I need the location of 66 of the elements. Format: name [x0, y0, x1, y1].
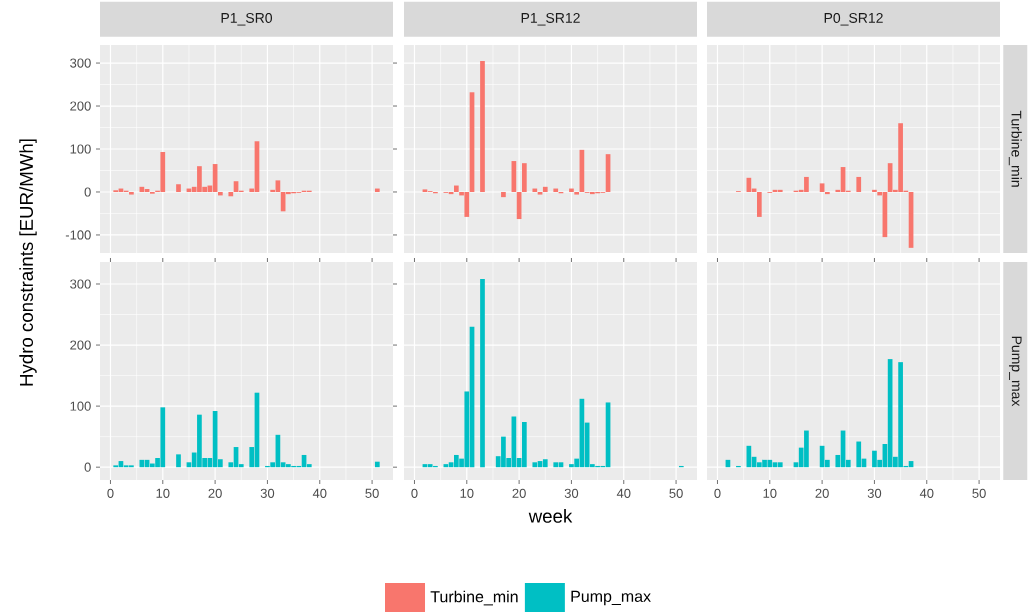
- bar: [521, 163, 527, 192]
- x-tick-label: 20: [815, 488, 829, 498]
- y-tick-label: 300: [70, 279, 91, 289]
- x-tick-label: 20: [208, 488, 222, 498]
- bar: [217, 191, 223, 196]
- chart-title: P1_SR12: [521, 12, 580, 26]
- x-tick-label: 10: [763, 488, 777, 498]
- y-tick-label: 0: [84, 462, 91, 472]
- bar: [532, 188, 538, 192]
- bar: [228, 191, 234, 197]
- bar: [537, 191, 543, 195]
- x-tick-label: 40: [312, 488, 327, 498]
- x-tick-label: 50: [669, 488, 683, 498]
- y-axis-title: Hydro constraints [EUR/MWh]: [19, 139, 37, 386]
- x-tick-label: 40: [616, 488, 631, 498]
- bar: [777, 462, 783, 468]
- x-tick-label: 10: [156, 488, 170, 498]
- bar: [480, 279, 485, 468]
- y-tick-label: 200: [70, 340, 91, 350]
- x-axis-title: week: [528, 509, 573, 523]
- x-tick-label: 40: [919, 488, 934, 498]
- x-tick-label: 20: [512, 488, 526, 498]
- bar: [856, 176, 862, 192]
- x-tick-label: 0: [107, 488, 114, 498]
- bar: [553, 462, 559, 468]
- x-tick-label: 10: [460, 488, 474, 498]
- bar: [872, 189, 877, 192]
- bar: [176, 184, 181, 192]
- legend-label: Pump_max: [571, 590, 651, 606]
- bar: [824, 191, 830, 195]
- x-tick-label: 30: [867, 488, 882, 498]
- chart-title: P1_SR0: [221, 12, 273, 26]
- bar: [374, 461, 380, 468]
- x-tick-label: 30: [564, 488, 579, 498]
- y-tick-label: -100: [65, 230, 91, 240]
- x-tick-label: 50: [365, 488, 379, 498]
- x-tick-label: 30: [260, 488, 275, 498]
- bar: [521, 422, 527, 468]
- bar: [553, 188, 559, 192]
- bar: [819, 183, 825, 192]
- bar: [542, 186, 548, 192]
- bar: [856, 441, 862, 468]
- bar: [777, 189, 783, 192]
- bar: [453, 185, 459, 192]
- y-tick-label: 100: [70, 401, 91, 411]
- x-tick-label: 0: [714, 488, 721, 498]
- bar: [574, 191, 580, 195]
- bar: [501, 191, 506, 198]
- bar: [569, 188, 574, 192]
- y-tick-label: 0: [84, 187, 91, 197]
- legend-label: Turbine_min: [430, 590, 518, 606]
- chart-title: P0_SR12: [824, 12, 883, 26]
- bar: [176, 454, 181, 468]
- y-tick-label: 300: [70, 58, 91, 68]
- y2-axis-title: Turbine_min: [1008, 110, 1022, 187]
- y-tick-label: 100: [70, 144, 91, 154]
- y2-axis-title: Pump_max: [1009, 336, 1022, 407]
- bar: [532, 462, 538, 468]
- bar: [480, 60, 485, 192]
- y-tick-label: 200: [70, 101, 91, 111]
- bar: [129, 191, 134, 195]
- x-tick-label: 0: [411, 488, 418, 498]
- bar: [374, 188, 380, 192]
- bar: [756, 191, 762, 217]
- bar: [542, 459, 548, 468]
- x-tick-label: 50: [972, 488, 986, 498]
